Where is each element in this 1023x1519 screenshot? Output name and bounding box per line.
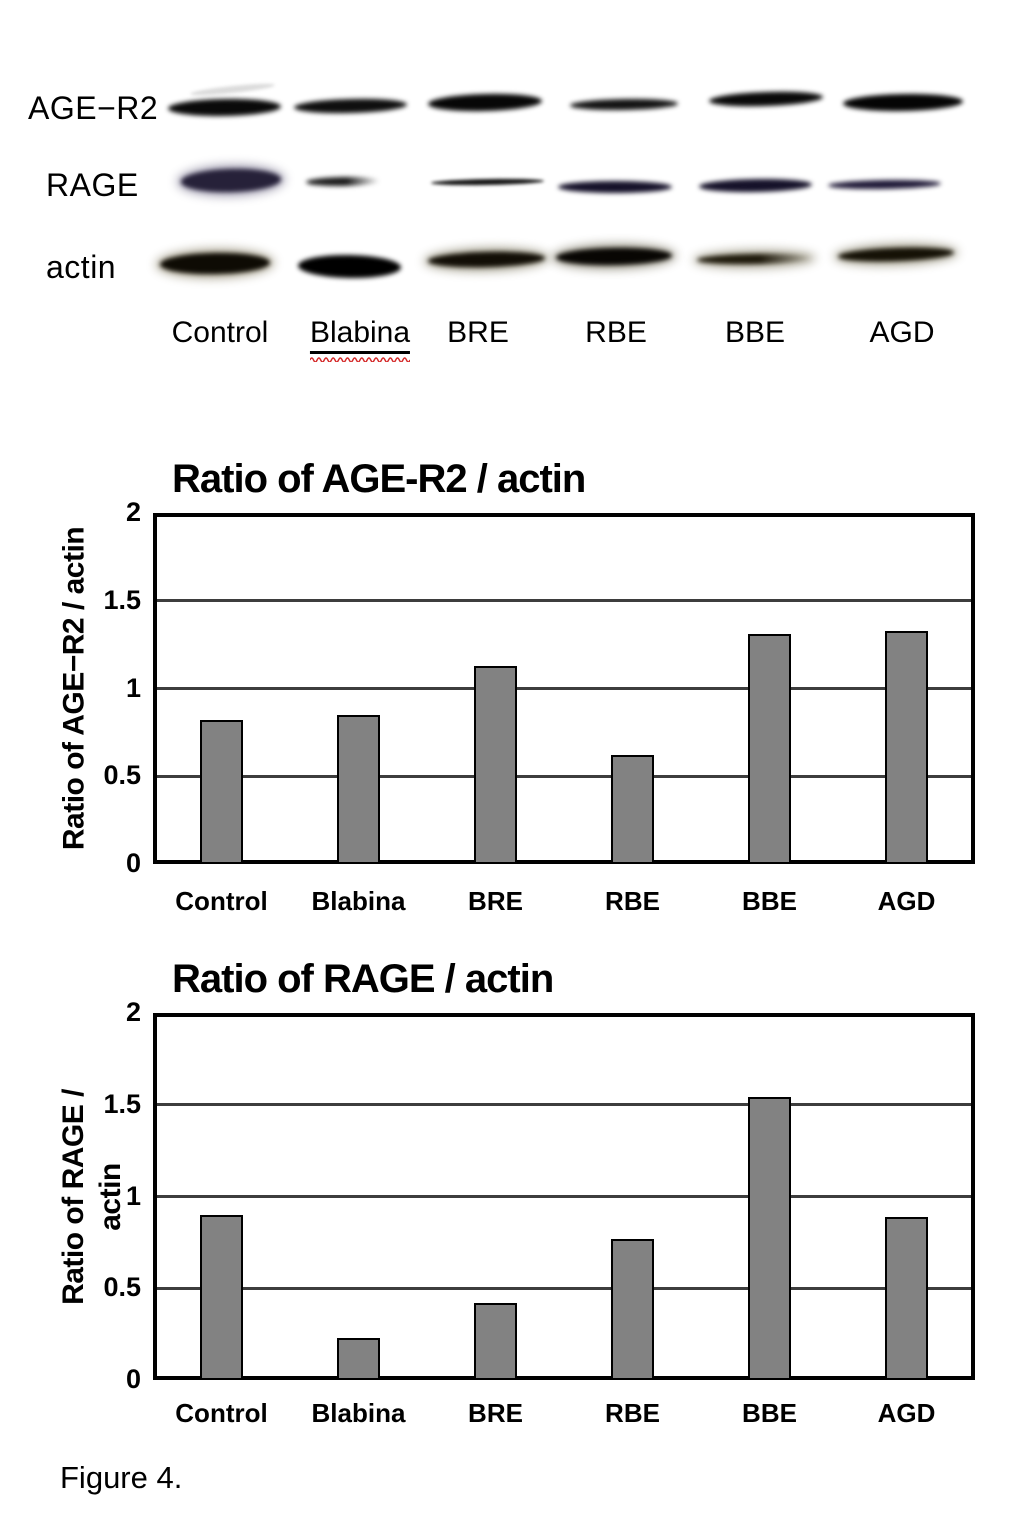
blot-row-label-rage: RAGE xyxy=(46,167,139,203)
blot-band-age-r2-bre xyxy=(427,92,543,113)
blot-band-rage-agd xyxy=(827,179,942,190)
x-label-rbe: RBE xyxy=(605,1398,660,1428)
x-label-bbe: BBE xyxy=(742,886,797,916)
y-tick-2: 2 xyxy=(125,497,141,527)
y-tick-0: 0 xyxy=(125,848,141,878)
y-axis-label: Ratio of AGE−R2 / actin xyxy=(57,526,91,851)
y-tick-1: 1 xyxy=(125,672,141,703)
blot-band-rage-bre xyxy=(430,178,545,186)
blot-band-age-r2-control xyxy=(189,81,276,98)
y-tick-1-5: 1.5 xyxy=(103,584,141,615)
gridline-0-5 xyxy=(157,774,971,778)
blot-row-label-age-r2: AGE−R2 xyxy=(28,90,159,126)
blot-band-rage-blabina xyxy=(305,176,381,187)
x-label-bre: BRE xyxy=(468,886,523,916)
bar-control xyxy=(200,720,243,864)
y-tick-0: 0 xyxy=(125,1364,141,1394)
chart-title: Ratio of RAGE / actin xyxy=(172,957,554,1001)
bar-rbe xyxy=(611,1238,654,1380)
y-tick-1: 1 xyxy=(125,1180,141,1211)
plot-area xyxy=(153,513,975,864)
x-label-blabina: Blabina xyxy=(311,1398,406,1428)
blot-band-age-r2-agd xyxy=(842,92,964,113)
blot-band-age-r2-rbe xyxy=(569,98,679,111)
x-label-agd: AGD xyxy=(877,886,936,916)
x-label-blabina: Blabina xyxy=(311,886,406,916)
blot-lane-label-bre: BRE xyxy=(447,316,509,349)
bar-agd xyxy=(885,630,928,864)
gridline-1-5 xyxy=(157,1103,971,1107)
bar-agd xyxy=(885,1216,928,1380)
x-label-rbe: RBE xyxy=(605,886,660,916)
blot-band-age-r2-blabina xyxy=(293,97,408,115)
gridline-1-5 xyxy=(157,599,971,603)
plot-area xyxy=(153,1013,975,1380)
x-label-bbe: BBE xyxy=(742,1398,797,1428)
bar-rbe xyxy=(611,755,654,864)
blot-row-label-actin: actin xyxy=(46,249,117,285)
blot-band-rage-rbe xyxy=(558,181,672,193)
x-label-agd: AGD xyxy=(877,1398,936,1428)
misspelled-word: Blabina xyxy=(309,316,411,354)
bar-bre xyxy=(474,665,517,864)
bar-bre xyxy=(474,1302,517,1380)
western-blot: AGE−R2 RAGE actin Control Blabina BRE RBE BB… xyxy=(0,0,1023,400)
bar-bbe xyxy=(748,1097,791,1380)
blot-band-actin-blabina xyxy=(297,254,402,279)
bar-control xyxy=(200,1214,243,1380)
blot-lane-label-blabina: Blabina xyxy=(309,316,411,362)
x-label-control: Control xyxy=(175,1398,268,1428)
y-tick-1-5: 1.5 xyxy=(103,1088,141,1119)
bar-blabina xyxy=(337,1337,380,1380)
x-label-bre: BRE xyxy=(468,1398,523,1428)
gridline-1 xyxy=(157,1195,971,1198)
bar-blabina xyxy=(337,714,380,864)
y-tick-0-5: 0.5 xyxy=(103,1272,141,1303)
y-axis-label: Ratio of RAGE / actin xyxy=(57,1088,127,1305)
blot-band-age-r2-bbe xyxy=(708,90,824,108)
figure-caption: Figure 4. xyxy=(60,1460,183,1495)
chart-title: Ratio of AGE-R2 / actin xyxy=(172,457,586,501)
blot-band-age-r2-control xyxy=(167,98,282,117)
blot-lane-label-control: Control xyxy=(171,316,269,349)
gridline-1 xyxy=(157,687,971,690)
bar-bbe xyxy=(748,634,791,864)
blot-lane-label-rbe: RBE xyxy=(585,316,647,349)
blot-band-rage-bbe xyxy=(698,178,813,193)
blot-lane-label-agd: AGD xyxy=(869,316,935,349)
x-label-control: Control xyxy=(175,886,268,916)
gridline-0-5 xyxy=(157,1286,971,1290)
spellcheck-squiggle-icon xyxy=(309,357,411,362)
y-tick-0-5: 0.5 xyxy=(103,760,141,791)
y-tick-2: 2 xyxy=(125,997,141,1027)
blot-lane-label-bbe: BBE xyxy=(724,316,786,349)
